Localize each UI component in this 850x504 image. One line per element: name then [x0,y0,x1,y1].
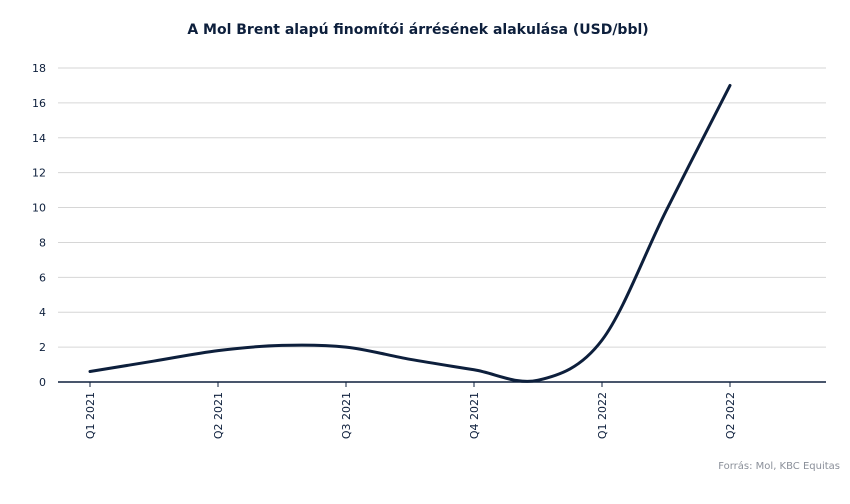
gridlines [58,67,826,348]
x-tick-label: Q4 2021 [468,392,481,439]
x-tick-label: Q1 2021 [84,392,97,439]
x-tick-label: Q1 2022 [596,392,609,439]
x-tick-label: Q2 2021 [212,392,225,439]
y-tick-label: 10 [32,202,46,215]
x-tick-label: Q3 2021 [340,392,353,439]
chart-title: A Mol Brent alapú finomítói árrésének al… [187,22,648,38]
x-tick-label: Q2 2022 [724,392,737,439]
y-tick-label: 0 [39,376,46,389]
y-axis-ticks: 0 2 4 6 8 10 12 14 16 18 [32,62,46,389]
x-axis-ticks: Q1 2021 Q2 2021 Q3 2021 Q4 2021 Q1 2022 Q2 20… [84,382,737,439]
source-note: Forrás: Mol, KBC Equitas [718,460,840,472]
y-tick-label: 2 [39,341,46,354]
y-tick-label: 12 [32,167,46,180]
y-tick-label: 18 [32,62,46,75]
y-tick-label: 14 [32,132,46,145]
y-tick-label: 8 [39,236,46,249]
y-tick-label: 16 [32,97,46,110]
y-tick-label: 6 [39,271,46,284]
series-line [88,83,732,383]
y-tick-label: 4 [39,306,46,319]
